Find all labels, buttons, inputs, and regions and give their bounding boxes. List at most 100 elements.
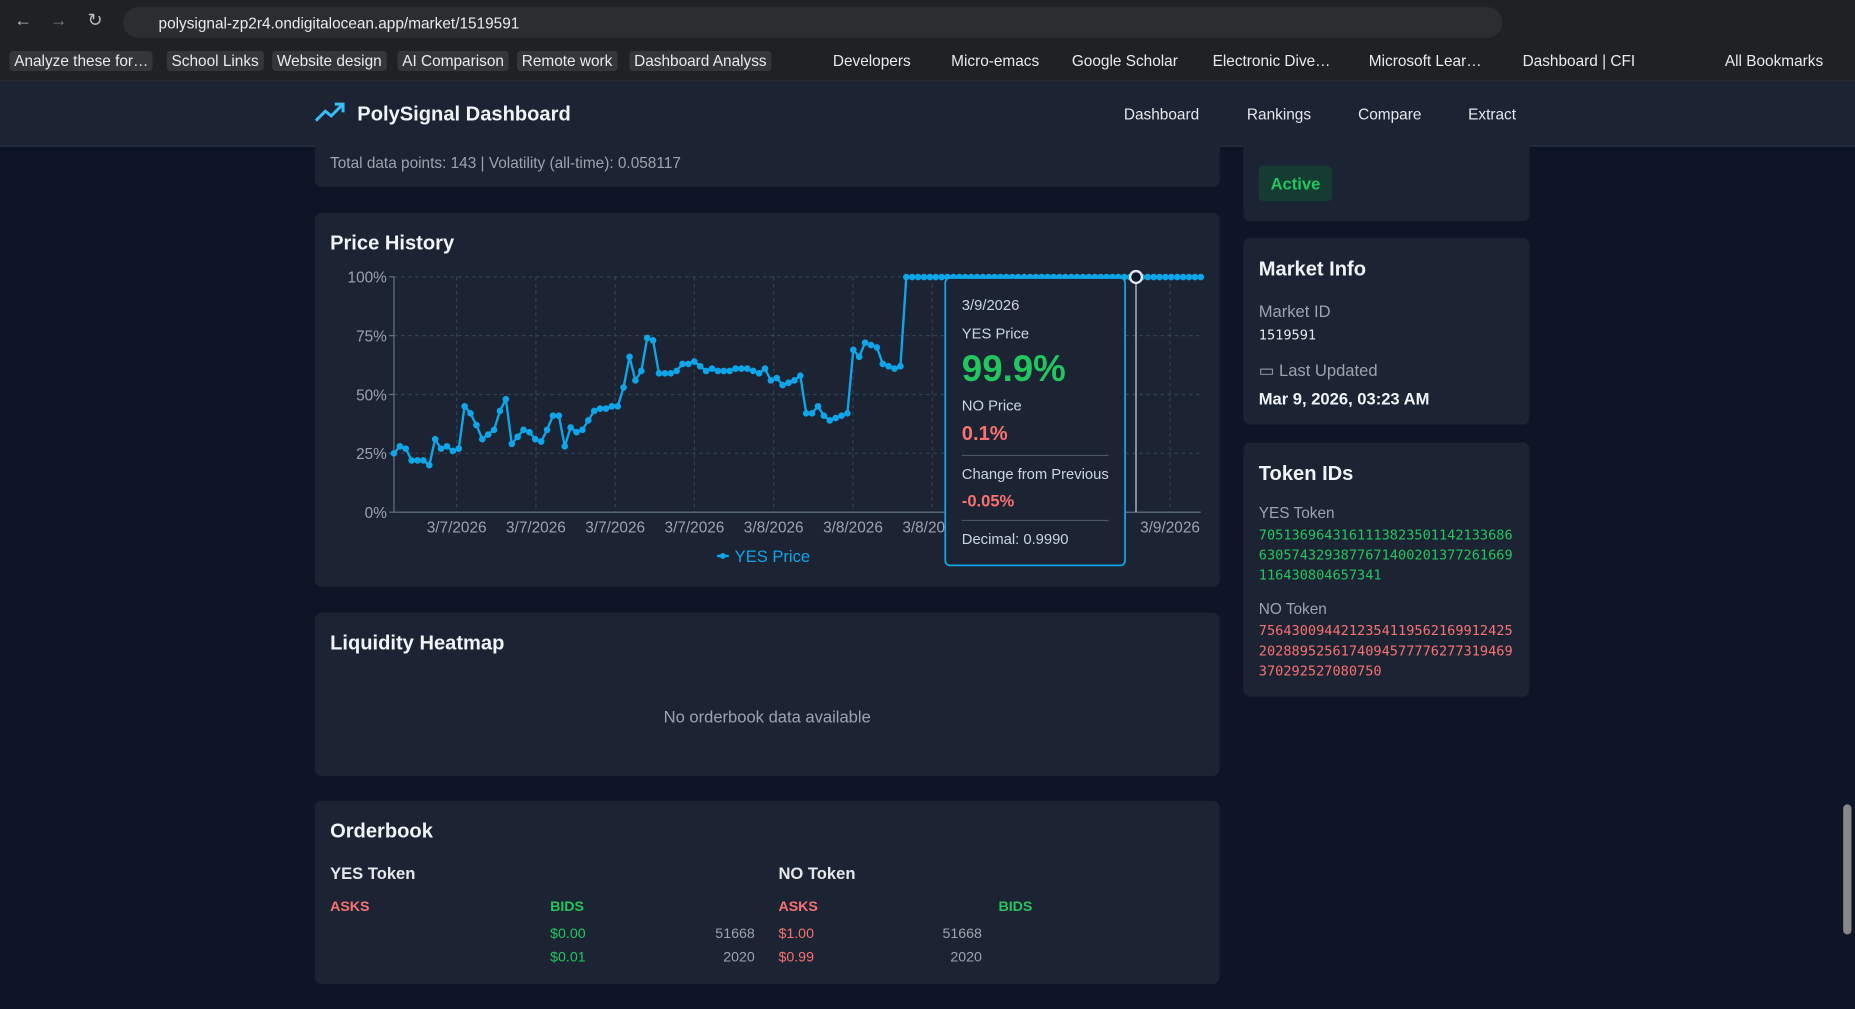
bookmark[interactable]: Website design — [272, 50, 387, 71]
section-title: Liquidity Heatmap — [330, 631, 505, 655]
data-point — [402, 445, 410, 452]
section-title: Token IDs — [1258, 462, 1354, 485]
data-point — [832, 414, 839, 422]
data-point — [626, 353, 633, 361]
field-label-text: Last Updated — [1279, 360, 1378, 380]
data-point — [473, 421, 480, 429]
data-point — [791, 377, 798, 384]
bookmark[interactable]: Google Scholar — [1071, 52, 1178, 70]
data-point — [726, 367, 733, 375]
reload-button[interactable]: ↻ — [87, 10, 103, 31]
bookmark[interactable]: Dashboard | CFI — [1522, 52, 1636, 70]
data-point — [643, 334, 651, 342]
data-point — [502, 395, 510, 403]
bookmark[interactable]: Analyze these for… — [9, 50, 154, 71]
data-point — [661, 369, 669, 377]
y-tick-label: 75% — [356, 329, 387, 346]
tooltip-date: 3/9/2026 — [962, 298, 1019, 314]
bookmark[interactable]: Micro-emacs — [951, 52, 1040, 70]
data-point — [508, 440, 516, 448]
field-label: Market ID — [1258, 301, 1331, 321]
data-point — [579, 426, 586, 434]
nav-link[interactable]: Rankings — [1246, 105, 1312, 124]
ask-size: 2020 — [950, 948, 982, 966]
brand[interactable]: PolySignal Dashboard — [357, 102, 571, 126]
data-point — [891, 365, 898, 372]
no-token-id: 7564300944212354119562169912425202889525… — [1258, 622, 1513, 679]
data-point — [655, 369, 663, 377]
section-title: Orderbook — [330, 819, 433, 843]
data-point — [1168, 273, 1175, 281]
ask-size: 51668 — [942, 925, 982, 942]
data-point — [1185, 273, 1193, 281]
data-point — [808, 410, 816, 417]
chart-title: Price History — [330, 231, 455, 255]
yes-token-id: 7051369643161113823501142133686630574329… — [1258, 526, 1513, 584]
data-point — [632, 377, 639, 384]
bookmark[interactable]: Electronic Dive… — [1212, 52, 1331, 70]
data-point — [484, 431, 492, 438]
data-point — [496, 407, 504, 415]
summary-text: Total data points: 143 | Volatility (all… — [330, 153, 681, 172]
bid-size: 2020 — [723, 948, 755, 966]
bookmark[interactable]: Remote work — [516, 50, 618, 71]
data-point — [390, 450, 398, 457]
data-point — [802, 410, 810, 417]
data-point — [573, 428, 580, 436]
data-point — [543, 426, 551, 434]
bookmark[interactable]: Dashboard Analyss — [629, 50, 772, 71]
data-point — [1162, 273, 1169, 281]
data-point — [679, 360, 686, 368]
token-heading: NO Token — [778, 863, 856, 883]
bids-label: BIDS — [550, 897, 585, 915]
x-tick-label: 3/8/2026 — [744, 519, 804, 536]
tooltip-no-value: 0.1% — [962, 423, 1008, 445]
status-badge: Active — [1258, 165, 1333, 202]
ask-price: $1.00 — [778, 925, 814, 942]
data-point — [408, 457, 415, 464]
data-point — [932, 273, 940, 281]
data-point — [443, 442, 451, 450]
data-point — [690, 358, 698, 365]
ask-price: $0.99 — [778, 948, 814, 966]
data-point — [537, 438, 545, 445]
address-bar[interactable]: polysignal-zp2r4.ondigitalocean.app/mark… — [123, 7, 1503, 38]
forward-button[interactable]: → — [49, 10, 68, 31]
bookmark[interactable]: All Bookmarks — [1724, 52, 1824, 70]
nav-link[interactable]: Dashboard — [1123, 105, 1200, 124]
data-point — [414, 457, 421, 464]
data-point — [908, 273, 916, 281]
scrollbar-thumb[interactable] — [1843, 804, 1852, 935]
bookmark[interactable]: School Links — [166, 50, 264, 71]
nav-link[interactable]: Extract — [1468, 105, 1517, 124]
tooltip-no-label: NO Price — [962, 398, 1022, 414]
data-point — [614, 402, 622, 410]
data-point — [720, 367, 728, 375]
data-point — [1191, 273, 1199, 281]
data-point — [490, 426, 498, 434]
summary-card: Total data points: 143 | Volatility (all… — [314, 139, 1220, 187]
bookmark[interactable]: AI Comparison — [397, 50, 509, 71]
data-point — [814, 402, 822, 410]
data-point — [549, 412, 557, 419]
data-point — [850, 346, 857, 354]
data-point — [620, 384, 627, 391]
bookmark[interactable]: Microsoft Lear… — [1368, 52, 1482, 70]
bookmarks-bar: Analyze these for… School Links Website de… — [0, 42, 1855, 82]
data-point — [514, 433, 521, 441]
orderbook-card: Orderbook YES Token ASKS BIDS $0.00 5166… — [314, 800, 1220, 985]
section-title: Market Info — [1258, 257, 1367, 281]
bookmark[interactable]: Developers — [832, 52, 911, 70]
asks-label: ASKS — [778, 897, 818, 915]
hover-point — [1128, 269, 1144, 285]
data-point — [749, 367, 757, 375]
nav-link[interactable]: Compare — [1358, 105, 1422, 124]
data-point — [785, 379, 792, 387]
data-point — [797, 372, 804, 379]
legend-swatch — [719, 552, 726, 559]
y-tick-label: 50% — [356, 387, 387, 404]
back-button[interactable]: ← — [14, 10, 32, 31]
data-point — [867, 341, 875, 349]
data-point — [779, 381, 786, 389]
